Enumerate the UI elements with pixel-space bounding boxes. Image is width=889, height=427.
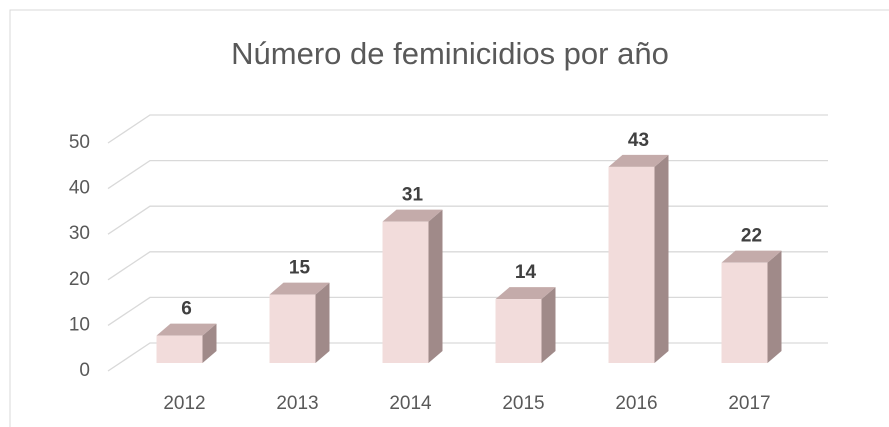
bar-top: [269, 282, 330, 295]
grid-line: [107, 251, 828, 281]
bar-top: [721, 250, 782, 263]
y-tick-label: 50: [69, 132, 90, 153]
y-tick-label: 10: [69, 314, 90, 335]
bar-side: [767, 250, 782, 363]
bar-front: [156, 335, 203, 363]
grid-line: [107, 296, 828, 326]
x-tick-label: 2016: [615, 393, 657, 414]
y-tick-label: 30: [69, 223, 90, 244]
x-tick-label: 2015: [502, 393, 544, 414]
data-label: 15: [289, 258, 311, 279]
data-label: 6: [181, 299, 192, 320]
y-tick-label: 20: [69, 269, 90, 290]
grid-line: [107, 342, 828, 372]
bar-top: [382, 209, 443, 222]
bar-top: [156, 323, 217, 336]
grid-line: [107, 205, 828, 235]
bar: [495, 287, 556, 363]
grid-line: [107, 114, 828, 144]
y-tick-label: 0: [79, 360, 90, 381]
x-tick-label: 2013: [276, 393, 318, 414]
x-tick-label: 2017: [728, 393, 770, 414]
bar-front: [721, 262, 768, 363]
bar-side: [315, 282, 330, 363]
bar: [608, 154, 669, 363]
bar-top: [608, 154, 669, 167]
bar-front: [608, 166, 655, 363]
data-label: 31: [402, 185, 424, 206]
bar-side: [541, 287, 556, 363]
x-tick-label: 2014: [389, 393, 432, 414]
x-tick-label: 2012: [163, 393, 205, 414]
bar-side: [428, 209, 443, 363]
data-label: 22: [741, 226, 762, 247]
bar: [156, 323, 217, 363]
data-label: 43: [628, 130, 649, 151]
bar-top: [495, 287, 556, 300]
chart-frame: [9, 9, 889, 427]
bar-side: [654, 154, 669, 363]
chart-title: Número de feminicidios por año: [231, 36, 669, 71]
y-tick-label: 40: [69, 178, 90, 199]
grid-line: [107, 159, 828, 190]
bar: [382, 209, 443, 363]
bar-side: [202, 323, 217, 363]
bar-front: [269, 294, 316, 363]
data-label: 14: [515, 262, 537, 283]
bar-front: [495, 299, 542, 363]
bar: [721, 250, 782, 363]
bar: [269, 282, 330, 363]
bar-front: [382, 221, 429, 363]
